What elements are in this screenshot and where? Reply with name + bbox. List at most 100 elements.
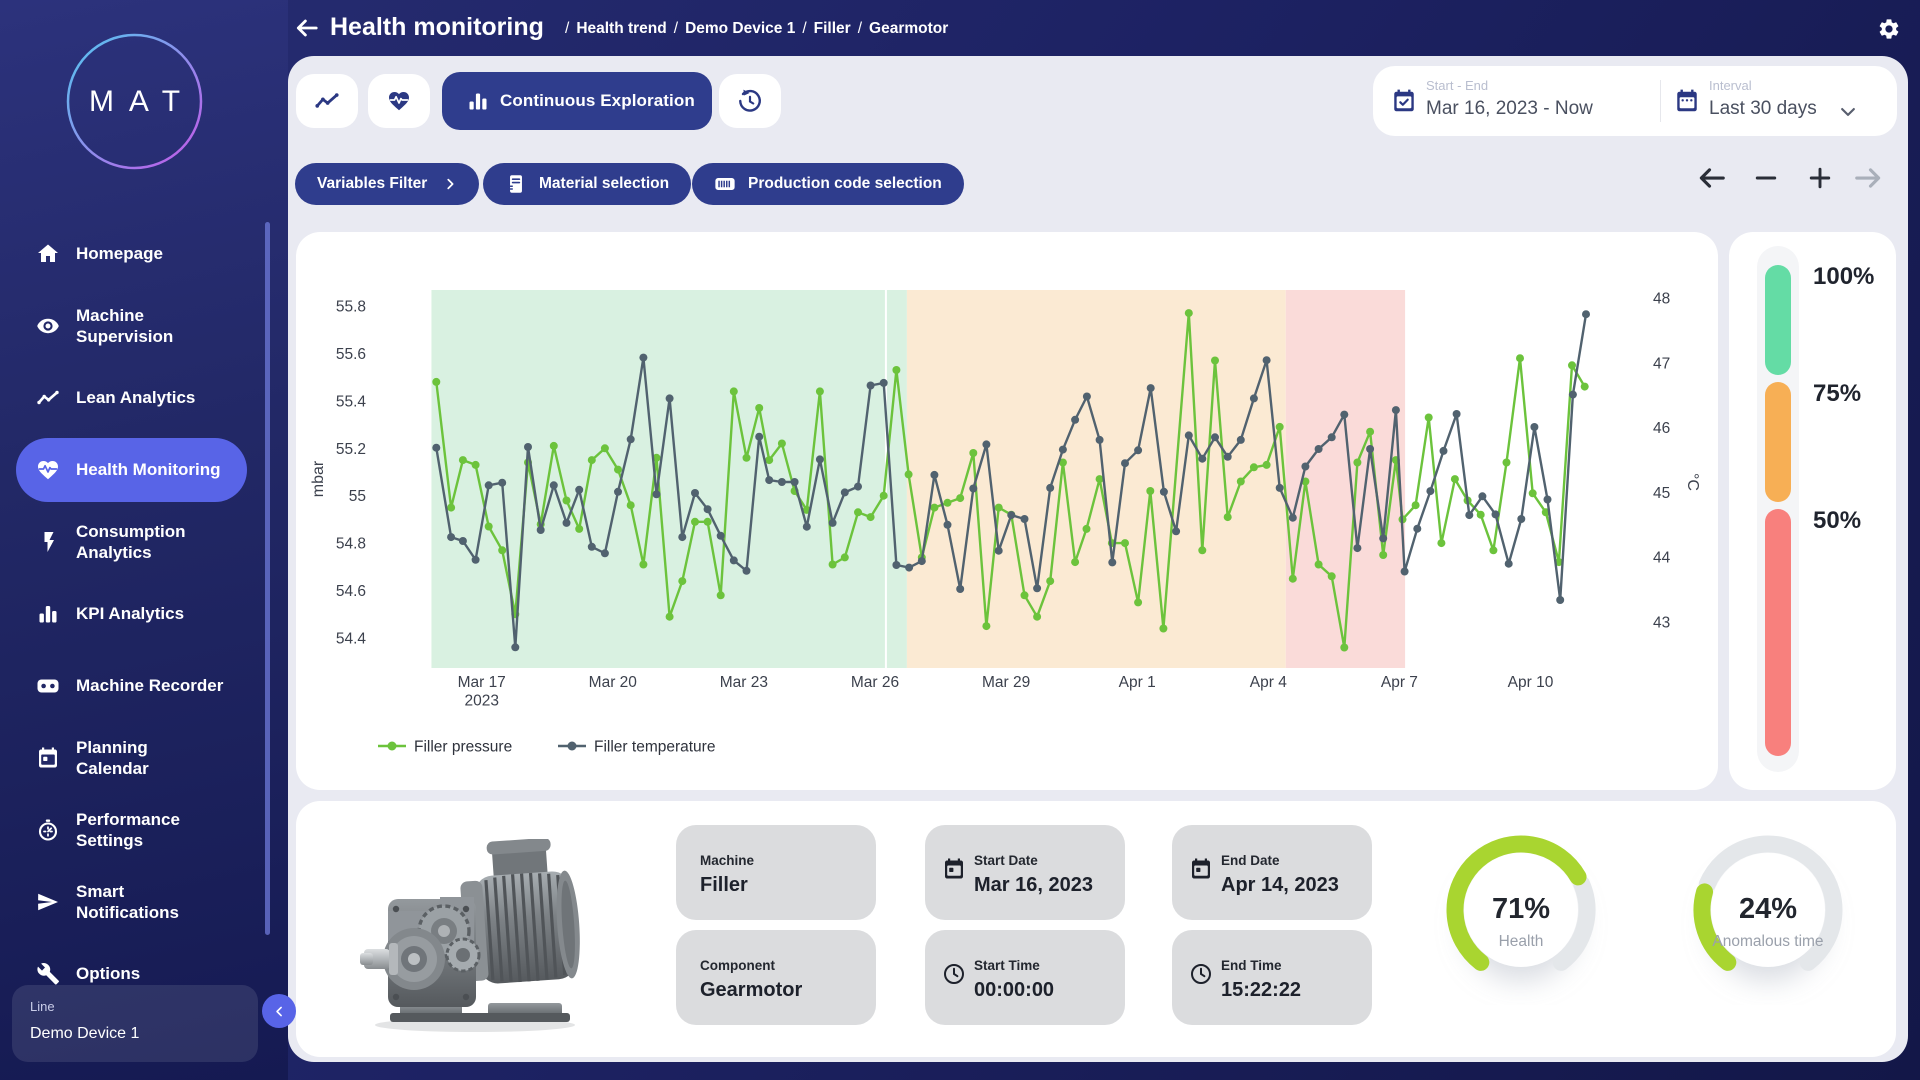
data-point[interactable] (458, 537, 467, 545)
filter-material-selection[interactable]: Material selection (483, 163, 692, 205)
breadcrumb-item[interactable]: Demo Device 1 (685, 20, 796, 37)
sidebar-scrollbar[interactable] (265, 222, 270, 935)
data-point[interactable] (471, 555, 480, 564)
data-point[interactable] (840, 553, 849, 562)
data-point[interactable] (678, 533, 687, 542)
data-point[interactable] (1198, 546, 1207, 555)
data-point[interactable] (1413, 524, 1422, 533)
filter-variables-filter[interactable]: Variables Filter (295, 163, 480, 205)
data-point[interactable] (1411, 501, 1420, 510)
data-point[interactable] (854, 482, 862, 491)
data-point[interactable] (639, 353, 648, 362)
data-point[interactable] (484, 481, 493, 490)
data-point[interactable] (1223, 513, 1232, 522)
trend-view-button[interactable] (296, 74, 358, 128)
data-point[interactable] (1450, 475, 1459, 484)
data-point[interactable] (1108, 558, 1117, 567)
data-point[interactable] (1071, 558, 1080, 567)
data-point[interactable] (802, 522, 811, 531)
data-point[interactable] (1121, 459, 1129, 468)
data-point[interactable] (930, 503, 939, 512)
data-point[interactable] (956, 494, 965, 503)
sidebar-item-machine-supervision[interactable]: Machine Supervision (0, 290, 288, 362)
data-point[interactable] (755, 432, 764, 441)
data-point[interactable] (815, 387, 824, 396)
data-point[interactable] (969, 484, 978, 493)
data-point[interactable] (665, 612, 674, 621)
data-point[interactable] (1121, 539, 1129, 548)
data-point[interactable] (1400, 567, 1409, 576)
filter-production-code-selection[interactable]: Production code selection (692, 163, 964, 205)
data-point[interactable] (866, 513, 875, 522)
data-point[interactable] (665, 394, 674, 403)
data-point[interactable] (703, 505, 712, 514)
data-point[interactable] (866, 381, 875, 390)
health-view-button[interactable] (368, 74, 430, 128)
data-point[interactable] (1275, 483, 1284, 492)
data-point[interactable] (1582, 310, 1590, 319)
data-point[interactable] (1058, 458, 1067, 467)
data-point[interactable] (447, 533, 456, 542)
data-point[interactable] (1082, 524, 1091, 533)
data-point[interactable] (1159, 624, 1168, 633)
data-point[interactable] (969, 449, 978, 457)
breadcrumb-item[interactable]: Filler (813, 20, 851, 37)
pan-left-button[interactable] (1696, 162, 1728, 194)
data-point[interactable] (691, 489, 699, 497)
data-point[interactable] (1391, 406, 1400, 415)
sidebar-item-machine-recorder[interactable]: Machine Recorder (0, 650, 288, 722)
data-point[interactable] (994, 503, 1003, 512)
chevron-down-icon[interactable] (1838, 102, 1858, 122)
data-point[interactable] (1452, 410, 1461, 418)
data-point[interactable] (1528, 489, 1537, 498)
data-point[interactable] (652, 490, 661, 499)
data-point[interactable] (1146, 487, 1155, 495)
sidebar-item-planning-calendar[interactable]: Planning Calendar (0, 722, 288, 794)
data-point[interactable] (536, 526, 545, 534)
legend-label[interactable]: Filler temperature (594, 739, 715, 756)
data-point[interactable] (549, 441, 558, 450)
trend-chart[interactable]: Mar 17 2023 Mar 20 Mar 23 Mar 26 Mar 29 Apr 1 A… (296, 232, 1718, 790)
data-point[interactable] (1020, 515, 1029, 523)
data-point[interactable] (1288, 513, 1297, 522)
data-point[interactable] (1288, 574, 1297, 583)
data-point[interactable] (840, 488, 849, 497)
data-point[interactable] (484, 522, 493, 531)
data-point[interactable] (815, 455, 824, 464)
data-point[interactable] (1046, 483, 1055, 492)
data-point[interactable] (1489, 546, 1498, 555)
data-point[interactable] (1554, 558, 1563, 567)
data-point[interactable] (892, 366, 901, 374)
data-point[interactable] (1516, 354, 1524, 363)
sidebar-item-lean-analytics[interactable]: Lean Analytics (0, 362, 288, 434)
data-point[interactable] (1314, 445, 1323, 453)
data-point[interactable] (1517, 515, 1526, 523)
data-point[interactable] (742, 566, 751, 575)
data-point[interactable] (956, 585, 965, 593)
sidebar-item-consumption-analytics[interactable]: Consumption Analytics (0, 506, 288, 578)
data-point[interactable] (943, 498, 952, 507)
data-point[interactable] (1491, 510, 1500, 519)
data-point[interactable] (1530, 423, 1539, 431)
data-point[interactable] (777, 478, 786, 486)
data-point[interactable] (1353, 544, 1362, 553)
sidebar-item-performance-settings[interactable]: Performance Settings (0, 794, 288, 866)
data-point[interactable] (1439, 446, 1448, 455)
data-point[interactable] (1314, 560, 1323, 569)
data-point[interactable] (1556, 596, 1565, 604)
data-point[interactable] (1172, 527, 1181, 536)
data-point[interactable] (1424, 413, 1433, 422)
sidebar-collapse-button[interactable] (262, 994, 296, 1028)
data-point[interactable] (549, 481, 558, 490)
data-point[interactable] (587, 456, 596, 465)
data-point[interactable] (1262, 460, 1271, 469)
data-point[interactable] (1033, 584, 1042, 593)
data-point[interactable] (691, 517, 699, 526)
data-point[interactable] (575, 485, 584, 494)
data-point[interactable] (626, 501, 635, 510)
breadcrumb-item[interactable]: Gearmotor (869, 20, 949, 37)
data-point[interactable] (1580, 382, 1589, 391)
data-point[interactable] (1504, 559, 1513, 568)
data-point[interactable] (729, 556, 738, 565)
data-point[interactable] (716, 591, 725, 600)
